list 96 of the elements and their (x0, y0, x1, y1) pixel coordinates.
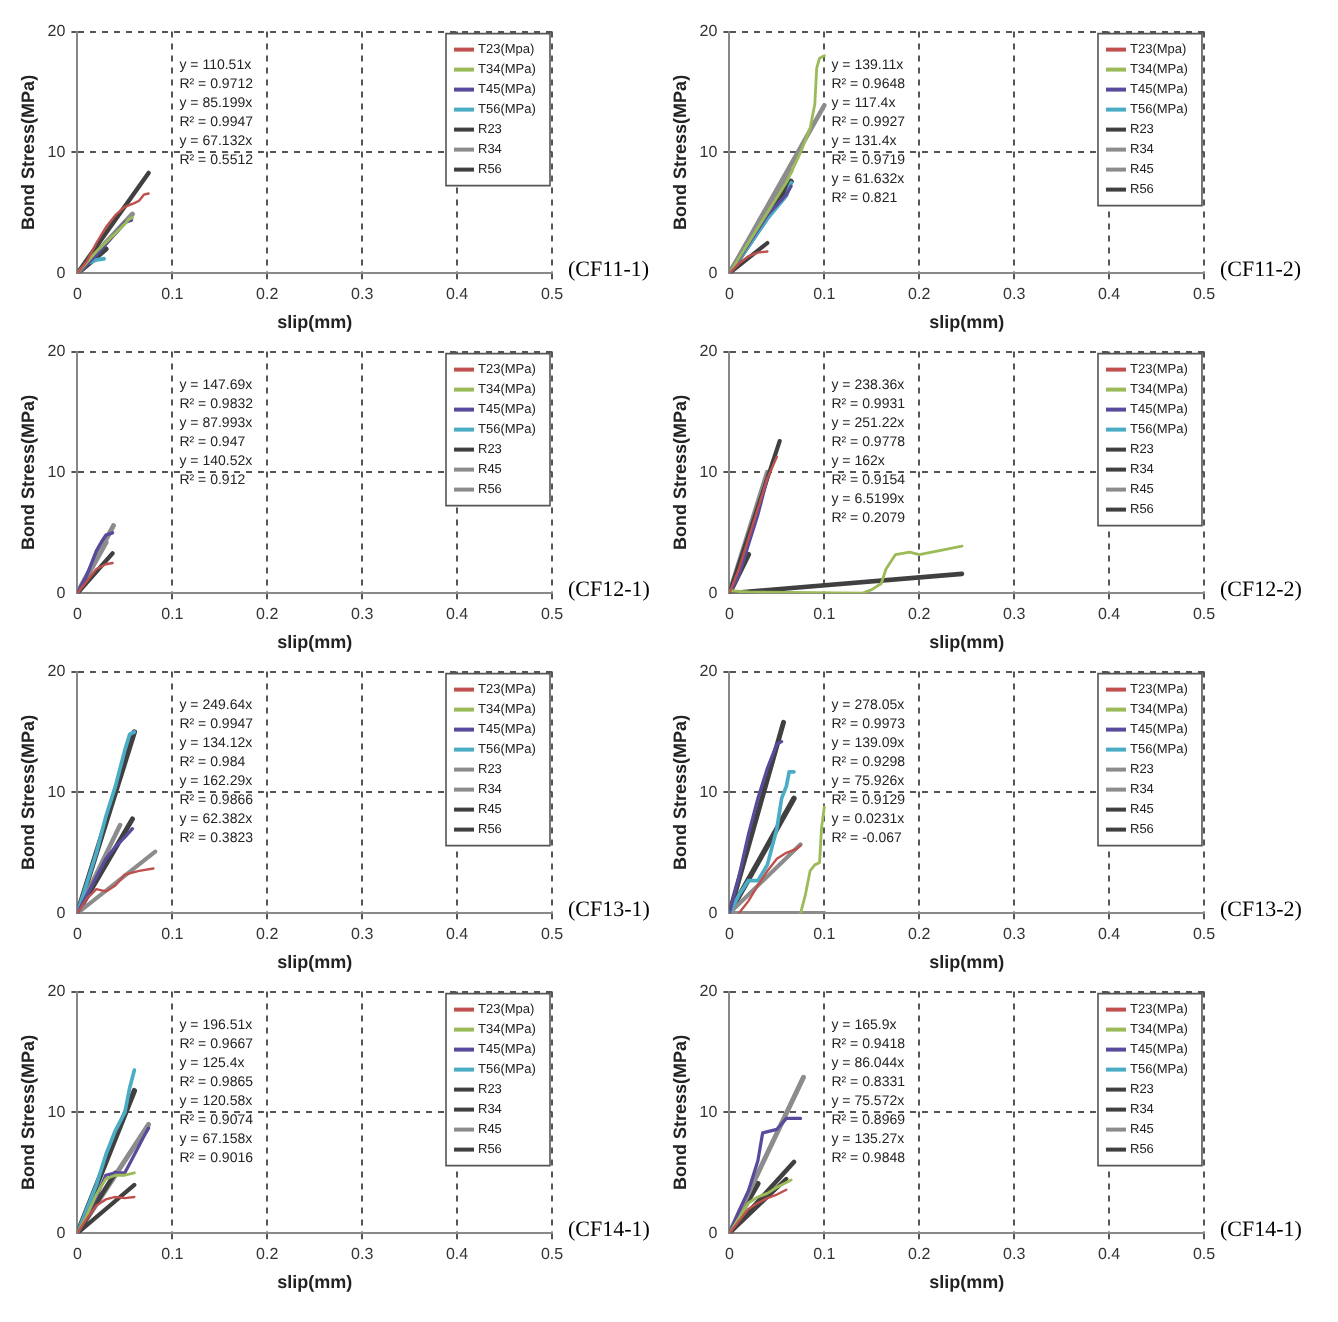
x-axis-title: slip(mm) (277, 312, 353, 333)
x-tick-label: 0.4 (1097, 605, 1122, 624)
text: (CF11-2) (1220, 257, 1302, 282)
x-tick-label: 0 (72, 605, 83, 624)
y-tick-label: 10 (699, 1102, 719, 1121)
y-tick-label: 10 (699, 782, 719, 801)
y-tick-label: 20 (699, 982, 719, 1001)
y-tick-label: 0 (708, 903, 719, 922)
y-tick-label: 0 (708, 263, 719, 282)
y-tick-label: 10 (699, 142, 719, 161)
x-tick-label: 0.5 (540, 285, 565, 304)
text: (CF14-1) (1220, 1217, 1303, 1242)
x-tick-label: 0.5 (1192, 605, 1217, 624)
x-tick-label: 0.3 (351, 605, 375, 624)
x-tick-label: 0.1 (813, 285, 837, 304)
y-axis-title: Bond Stress(MPa) (669, 74, 690, 230)
y-tick-label: 20 (47, 662, 67, 681)
x-tick-label: 0.3 (351, 1245, 375, 1264)
x-tick-label: 0.4 (1097, 285, 1122, 304)
x-tick-label: 0 (724, 605, 735, 624)
x-tick-label: 0.2 (908, 285, 932, 304)
x-tick-label: 0.1 (161, 285, 185, 304)
x-tick-label: 0.2 (908, 605, 932, 624)
y-tick-label: 20 (699, 22, 719, 41)
x-tick-label: 0.5 (540, 1245, 565, 1264)
x-tick-label: 0.4 (445, 1245, 470, 1264)
y-axis-title: Bond Stress(MPa) (17, 394, 38, 550)
x-tick-label: 0.4 (445, 285, 470, 304)
x-tick-label: 0.5 (1192, 925, 1217, 944)
y-axis-title: Bond Stress(MPa) (17, 74, 38, 230)
x-tick-label: 0.3 (1003, 605, 1027, 624)
y-axis-title: Bond Stress(MPa) (17, 714, 38, 870)
x-tick-label: 0.3 (1003, 1245, 1027, 1264)
y-tick-label: 20 (699, 342, 719, 361)
x-tick-label: 0.4 (445, 605, 470, 624)
x-tick-label: 0.1 (813, 605, 837, 624)
x-tick-label: 0.1 (813, 1245, 837, 1264)
x-tick-label: 0.1 (161, 605, 185, 624)
x-tick-label: 0.2 (256, 925, 280, 944)
text: (CF13-1) (568, 897, 651, 922)
x-tick-label: 0.2 (256, 605, 280, 624)
y-tick-label: 10 (699, 462, 719, 481)
text: (CF12-2) (1220, 577, 1303, 602)
x-tick-label: 0.4 (445, 925, 470, 944)
y-tick-label: 0 (56, 583, 67, 602)
x-tick-label: 0.1 (813, 925, 837, 944)
x-tick-label: 0 (724, 925, 735, 944)
y-tick-label: 20 (699, 662, 719, 681)
y-tick-label: 10 (47, 142, 67, 161)
y-axis-title: Bond Stress(MPa) (669, 1034, 690, 1190)
x-axis-title: slip(mm) (929, 632, 1005, 653)
x-tick-label: 0.5 (540, 925, 565, 944)
x-tick-label: 0 (724, 1245, 735, 1264)
x-tick-label: 0.5 (540, 605, 565, 624)
x-tick-label: 0.3 (351, 925, 375, 944)
y-tick-label: 10 (47, 462, 67, 481)
text: (CF14-1) (568, 1217, 651, 1242)
text: (CF11-1) (568, 257, 650, 282)
x-axis-title: slip(mm) (277, 632, 353, 653)
y-tick-label: 0 (708, 583, 719, 602)
text: (CF13-2) (1220, 897, 1303, 922)
x-tick-label: 0 (724, 285, 735, 304)
x-tick-label: 0.3 (1003, 285, 1027, 304)
y-tick-label: 0 (56, 903, 67, 922)
x-axis-title: slip(mm) (929, 312, 1005, 333)
y-tick-label: 0 (708, 1223, 719, 1242)
y-axis-title: Bond Stress(MPa) (669, 714, 690, 870)
x-tick-label: 0.3 (351, 285, 375, 304)
y-tick-label: 10 (47, 1102, 67, 1121)
x-tick-label: 0 (72, 285, 83, 304)
y-tick-label: 20 (47, 982, 67, 1001)
x-tick-label: 0 (72, 925, 83, 944)
x-tick-label: 0.1 (161, 925, 185, 944)
x-tick-label: 0.2 (908, 925, 932, 944)
x-axis-title: slip(mm) (929, 952, 1005, 973)
x-axis-title: slip(mm) (277, 1272, 353, 1293)
y-axis-title: Bond Stress(MPa) (17, 1034, 38, 1190)
y-tick-label: 20 (47, 342, 67, 361)
x-tick-label: 0.5 (1192, 1245, 1217, 1264)
text: (CF12-1) (568, 577, 651, 602)
y-axis-title: Bond Stress(MPa) (669, 394, 690, 550)
x-tick-label: 0.2 (256, 285, 280, 304)
x-tick-label: 0.3 (1003, 925, 1027, 944)
x-tick-label: 0.4 (1097, 925, 1122, 944)
x-tick-label: 0 (72, 1245, 83, 1264)
y-tick-label: 20 (47, 22, 67, 41)
y-tick-label: 10 (47, 782, 67, 801)
x-tick-label: 0.5 (1192, 285, 1217, 304)
x-tick-label: 0.2 (908, 1245, 932, 1264)
x-axis-title: slip(mm) (929, 1272, 1005, 1293)
x-tick-label: 0.4 (1097, 1245, 1122, 1264)
x-tick-label: 0.1 (161, 1245, 185, 1264)
x-axis-title: slip(mm) (277, 952, 353, 973)
x-tick-label: 0.2 (256, 1245, 280, 1264)
y-tick-label: 0 (56, 263, 67, 282)
y-tick-label: 0 (56, 1223, 67, 1242)
